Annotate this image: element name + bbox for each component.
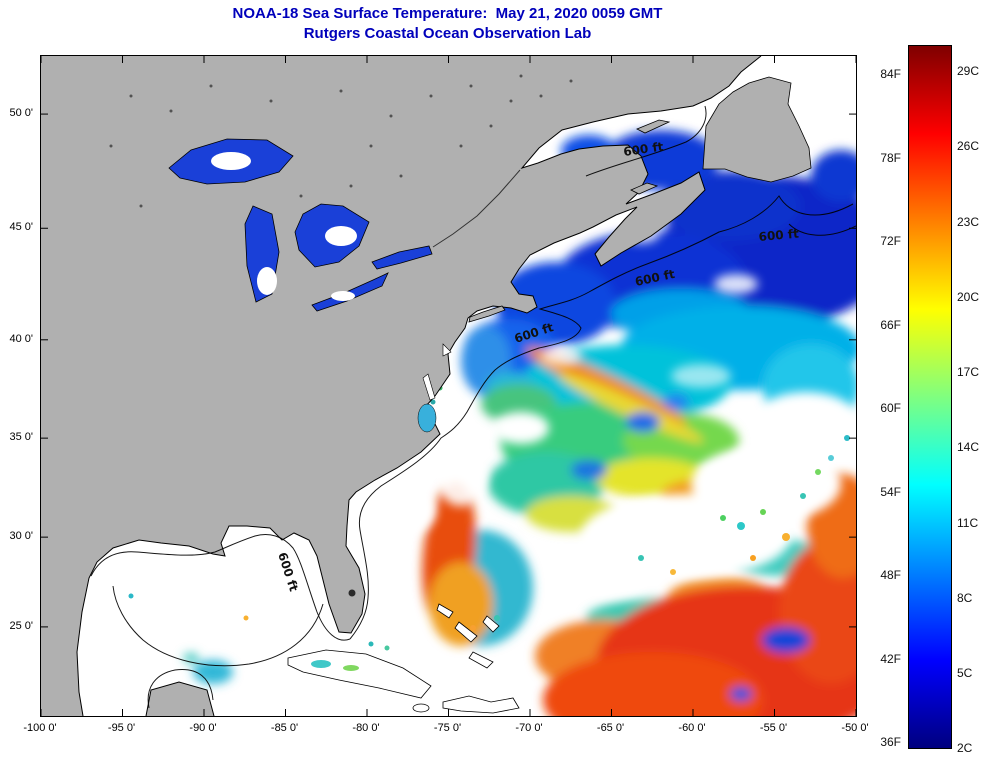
y-tick-label: 35 0' (9, 431, 33, 444)
depth-contour-label: 600 ft (622, 139, 664, 158)
bathymetry-contours (90, 105, 856, 709)
colorbar-c-tick: 5C (957, 665, 973, 680)
islands (468, 76, 812, 323)
bahamas (482, 615, 500, 633)
colorbar-f-tick: 66F (880, 317, 901, 332)
colorbar-f-tick: 60F (880, 401, 901, 416)
x-tick-label: -70 0' (515, 722, 543, 734)
y-tick-label: 25 0' (9, 619, 33, 632)
page-subtitle: Rutgers Coastal Ocean Observation Lab (303, 25, 592, 42)
colorbar-f-tick: 42F (880, 651, 901, 666)
x-tick-label: -50 0' (841, 722, 869, 734)
colorbar-c-tick: 23C (957, 214, 980, 229)
x-tick-label: -90 0' (189, 722, 217, 734)
y-tick-label: 50 0' (9, 107, 33, 120)
colorbar-c-tick: 14C (957, 439, 980, 454)
colorbar-c-tick: 20C (957, 289, 980, 304)
colorbar-c-tick: 17C (957, 364, 980, 379)
lake-okeechobee (348, 589, 356, 597)
colorbar-c-tick: 29C (957, 64, 980, 79)
y-tick-label: 30 0' (9, 530, 33, 543)
chesapeake-bay (422, 373, 436, 401)
bahamas (436, 603, 454, 619)
land-dots (109, 74, 573, 208)
great-lakes (168, 138, 433, 312)
jamaica (412, 703, 430, 713)
colorbar-c-tick: 26C (957, 139, 980, 154)
x-tick-label: -95 0' (107, 722, 136, 734)
y-axis: 50 0' 45 0' 40 0' 35 0' 30 0' 25 0' (0, 55, 36, 717)
colorbar-fahrenheit-labels: 36F 42F 48F 54F 60F 66F 72F 78F 84F (866, 46, 904, 750)
coastal-details (348, 343, 452, 597)
title-block: NOAA-18 Sea Surface Temperature: May 21,… (40, 5, 855, 42)
x-axis: -100 0' -95 0' -90 0' -85 0' -80 0' -75 0' -70… (23, 720, 868, 736)
x-tick-label: -100 0' (23, 722, 57, 734)
x-tick-label: -75 0' (433, 722, 462, 734)
st-lawrence-river (432, 169, 521, 248)
y-tick-label: 45 0' (9, 221, 33, 234)
x-tick-label: -60 0' (678, 722, 706, 734)
map-plot-area: 600 ft 600 ft 600 ft 600 ft 600 ft (40, 55, 857, 717)
axis-ticks (41, 56, 856, 716)
prince-edward-island (630, 182, 659, 195)
long-island (468, 305, 506, 323)
colorbar (908, 45, 952, 749)
colorbar-f-tick: 48F (880, 568, 901, 583)
lake-ontario (371, 245, 433, 270)
anticosti-island (636, 119, 671, 134)
depth-contour-label: 600 ft (758, 227, 800, 244)
colorbar-c-tick: 11C (957, 515, 979, 530)
colorbar-c-tick: 8C (957, 590, 973, 605)
x-tick-label: -85 0' (270, 722, 299, 734)
colorbar-c-tick: 2C (957, 741, 973, 755)
sst-speckles (128, 353, 850, 651)
colorbar-f-tick: 72F (880, 234, 901, 249)
bahamas (468, 651, 494, 669)
pamlico-sound (417, 403, 437, 433)
colorbar-celsius-labels: 2C 5C 8C 11C 14C 17C 20C 23C 26C 29C (955, 46, 984, 755)
colorbar-f-tick: 36F (880, 735, 901, 750)
caribbean-islands (287, 603, 520, 714)
x-tick-label: -80 0' (352, 722, 380, 734)
colorbar-f-tick: 84F (880, 67, 901, 82)
bahamas (454, 621, 478, 643)
newfoundland-island (702, 76, 812, 183)
colorbar-f-tick: 54F (880, 484, 901, 499)
x-tick-label: -55 0' (759, 722, 788, 734)
y-tick-label: 40 0' (9, 332, 33, 345)
page-title: NOAA-18 Sea Surface Temperature: May 21,… (232, 5, 663, 22)
colorbar-f-tick: 78F (880, 150, 901, 165)
x-tick-label: -65 0' (596, 722, 625, 734)
cloud-mask (366, 225, 856, 596)
delaware-bay (442, 343, 452, 357)
